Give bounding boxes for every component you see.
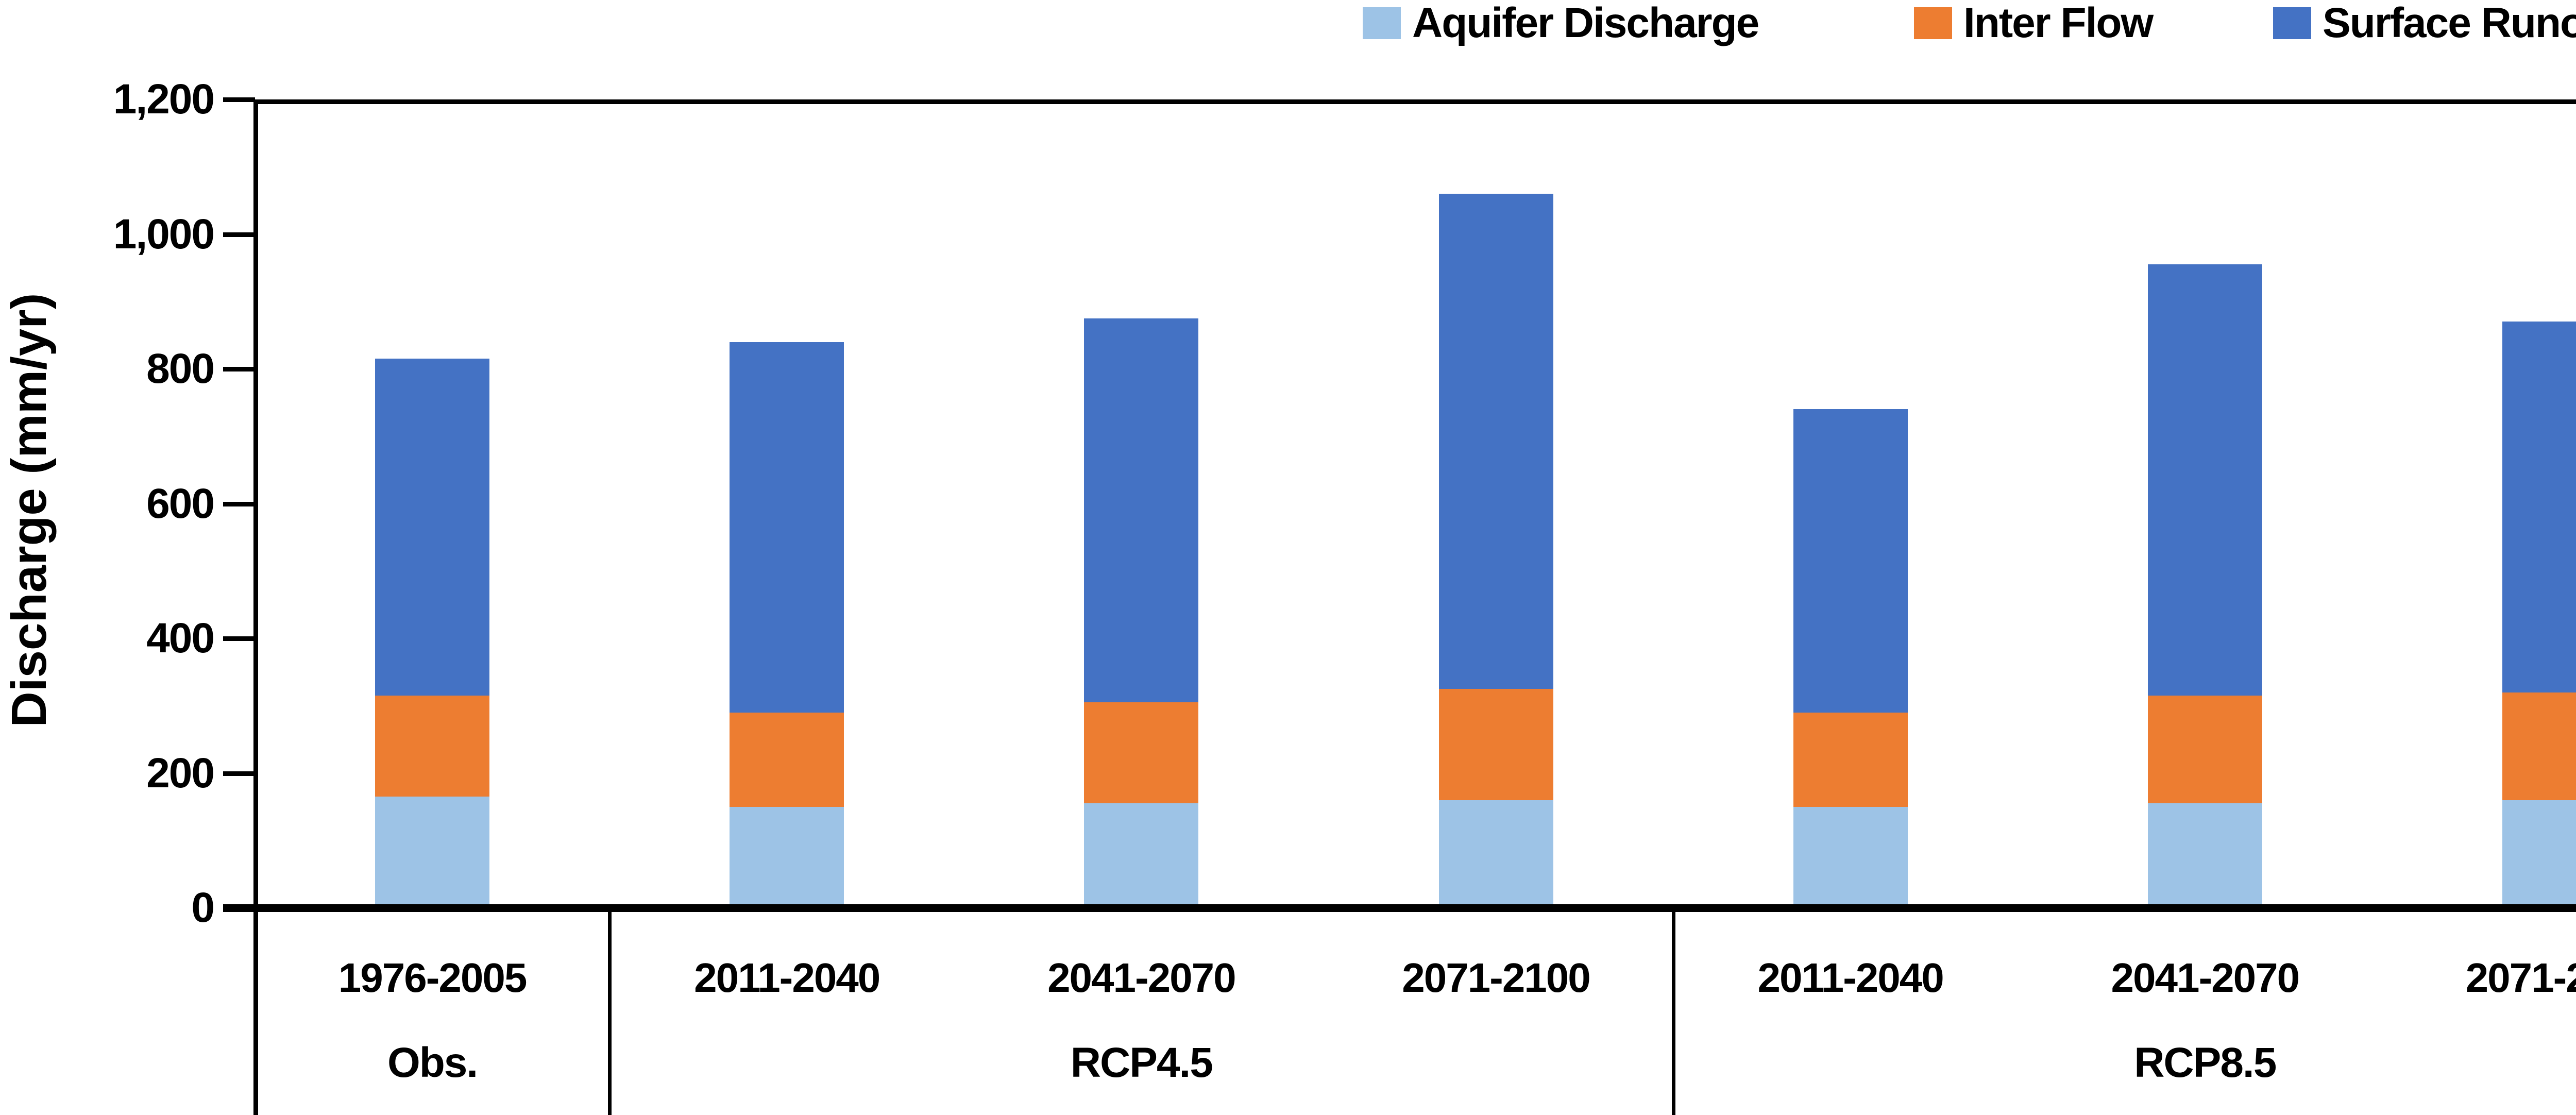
bar-segment-aquifer-discharge [730,806,844,908]
y-tick-label: 1,000 [113,210,215,258]
y-tick-label: 200 [146,749,215,797]
bar-segment-inter-flow [1084,702,1199,804]
bar-segment-surface-runoff [375,359,490,696]
legend-item-label: Inter Flow [1963,0,2154,46]
legend-item-label: Surface Runoff [2323,0,2576,46]
bar-segment-aquifer-discharge [1793,806,1908,908]
y-tick-mark [223,771,255,776]
x-category-label: 2071-2100 [2465,955,2576,1001]
y-tick-label: 1,200 [113,76,215,123]
y-tick-label: 400 [146,615,215,662]
bar-2071-2100 [2502,322,2576,908]
x-group-label: RCP4.5 [1070,1039,1213,1086]
bar-segment-surface-runoff [1084,318,1199,703]
bar-segment-surface-runoff [1793,409,1908,713]
y-tick-mark [223,97,255,102]
bar-2011-2040 [730,342,844,908]
x-group-label: RCP8.5 [2134,1039,2277,1086]
legend-item-0: Aquifer Discharge [1363,0,1759,46]
x-group-label: Obs. [387,1039,478,1086]
bar-segment-aquifer-discharge [375,797,490,908]
y-tick-mark [223,232,255,237]
x-category-label: 2071-2100 [1402,955,1591,1001]
x-category-label: 2011-2040 [694,955,880,1001]
x-axis-line [223,904,2576,912]
bar-1976-2005 [375,359,490,908]
y-tick-mark [223,501,255,506]
bar-segment-inter-flow [1793,712,1908,807]
y-axis-line [253,99,258,1115]
x-category-label: 2041-2070 [1047,955,1236,1001]
bar-segment-inter-flow [730,712,844,807]
y-tick-mark [223,367,255,371]
bar-segment-inter-flow [2502,692,2576,800]
bar-segment-aquifer-discharge [2147,803,2262,908]
y-tick-label: 600 [146,480,215,527]
bar-segment-surface-runoff [2147,264,2262,696]
legend-item-1: Inter Flow [1914,0,2154,46]
legend-swatch-icon [1363,7,1401,39]
bar-2011-2040 [1793,409,1908,908]
y-tick-mark [223,636,255,641]
bar-segment-inter-flow [2147,696,2262,804]
bar-segment-surface-runoff [730,342,844,713]
group-divider-line [608,911,612,1115]
x-category-label: 2041-2070 [2111,955,2300,1001]
legend-swatch-icon [1914,7,1952,39]
legend-item-2: Surface Runoff [2273,0,2576,46]
bar-segment-surface-runoff [2502,322,2576,692]
y-tick-label: 800 [146,345,215,392]
x-category-label: 1976-2005 [338,955,528,1001]
plot-top-border [255,99,2576,104]
bar-segment-surface-runoff [1438,194,1553,689]
bar-segment-inter-flow [1438,689,1553,800]
legend-item-label: Aquifer Discharge [1412,0,1759,46]
bar-segment-aquifer-discharge [1438,800,1553,908]
bar-2071-2100 [1438,194,1553,908]
bar-2041-2070 [2147,264,2262,908]
bar-segment-aquifer-discharge [2502,800,2576,908]
bar-2041-2070 [1084,318,1199,908]
y-tick-label: 0 [191,884,215,931]
x-category-label: 2011-2040 [1757,955,1944,1001]
bar-segment-inter-flow [375,696,490,797]
bar-segment-aquifer-discharge [1084,803,1199,908]
group-divider-line [1671,911,1675,1115]
legend-swatch-icon [2273,7,2311,39]
